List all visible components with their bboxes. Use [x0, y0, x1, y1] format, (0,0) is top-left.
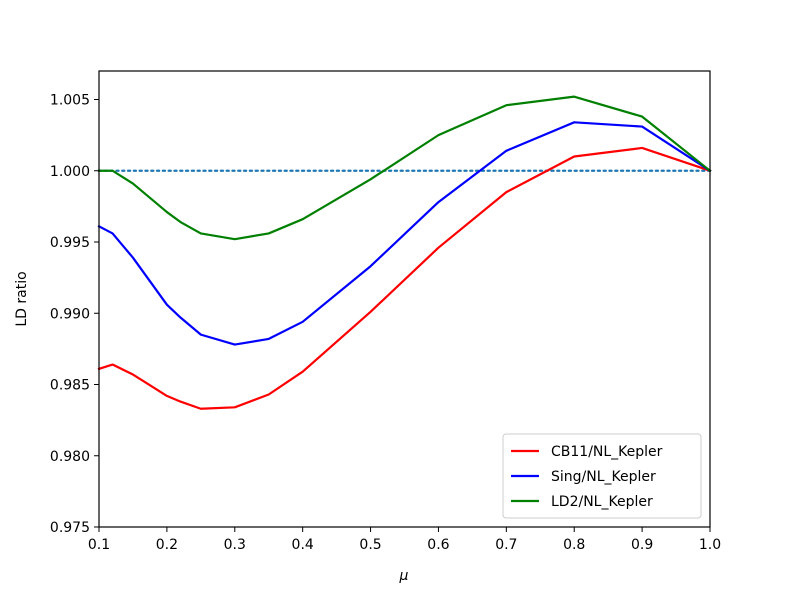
series-line-2	[97, 121, 712, 346]
axes-layer	[98, 70, 711, 528]
y-tick-label: 1.000	[50, 164, 90, 180]
y-ticks: 0.975 0.980 0.985 0.990 0.995 1.000 1.005	[50, 93, 99, 536]
series-line-1	[97, 146, 712, 410]
x-tick-label: 0.7	[495, 537, 517, 553]
plot-frame	[98, 70, 711, 528]
x-tick-label: 0.1	[88, 537, 110, 553]
legend-label: CB11/NL_Kepler	[551, 444, 663, 460]
x-tick-label: 0.3	[224, 537, 246, 553]
series-layer	[97, 95, 712, 410]
legend-label: Sing/NL_Kepler	[551, 469, 656, 485]
x-tick-label: 0.8	[563, 537, 585, 553]
x-axis-label: μ	[399, 568, 409, 584]
x-tick-label: 0.5	[359, 537, 381, 553]
legend: CB11/NL_Kepler Sing/NL_Kepler LD2/NL_Keple…	[502, 433, 702, 519]
y-tick-label: 0.990	[50, 306, 90, 322]
y-axis-label: LD ratio	[14, 271, 30, 326]
x-ticks: 0.1 0.2 0.3 0.4 0.5 0.6 0.7 0.8 0.9 1.0	[88, 527, 721, 553]
y-tick-label: 0.985	[50, 378, 90, 394]
y-tick-label: 0.975	[50, 520, 90, 536]
y-tick-label: 1.005	[50, 93, 90, 109]
x-tick-label: 0.2	[156, 537, 178, 553]
legend-label: LD2/NL_Kepler	[551, 494, 653, 510]
series-line-3	[97, 95, 712, 241]
legend-box	[502, 433, 702, 519]
x-tick-label: 1.0	[699, 537, 721, 553]
x-tick-label: 0.9	[631, 537, 653, 553]
y-tick-label: 0.995	[50, 235, 90, 251]
x-tick-label: 0.4	[292, 537, 314, 553]
y-tick-label: 0.980	[50, 449, 90, 465]
x-tick-label: 0.6	[427, 537, 449, 553]
